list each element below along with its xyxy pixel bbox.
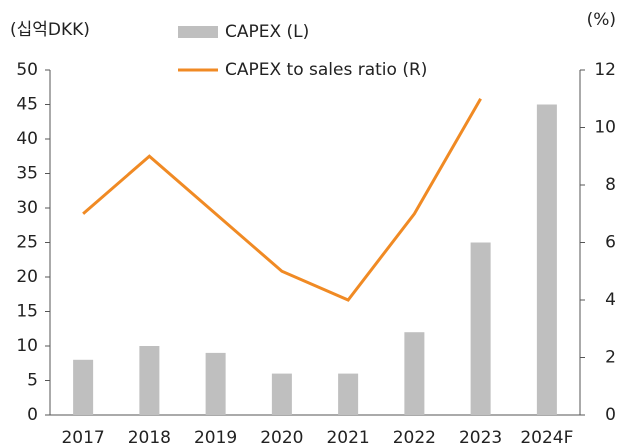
y-tick-label: 35 bbox=[16, 164, 38, 184]
y2-tick-label: 4 bbox=[605, 290, 616, 310]
y2-tick-label: 10 bbox=[594, 118, 616, 138]
y-tick-label: 30 bbox=[16, 198, 38, 218]
bar bbox=[338, 373, 359, 415]
y-tick-label: 10 bbox=[16, 336, 38, 356]
y2-axis-label: (%) bbox=[587, 10, 616, 30]
y2-tick-label: 12 bbox=[594, 60, 616, 80]
y-tick-label: 5 bbox=[27, 371, 38, 391]
legend-label: CAPEX (L) bbox=[225, 22, 309, 42]
x-tick-label: 2024F bbox=[520, 428, 573, 448]
bar bbox=[139, 346, 160, 415]
y-tick-label: 45 bbox=[16, 95, 38, 115]
x-tick-label: 2023 bbox=[459, 428, 502, 448]
line bbox=[82, 98, 482, 302]
x-tick-label: 2017 bbox=[61, 428, 104, 448]
bar bbox=[470, 242, 491, 415]
legend-label: CAPEX to sales ratio (R) bbox=[225, 60, 427, 80]
bar bbox=[73, 359, 94, 415]
y-tick-label: 15 bbox=[16, 302, 38, 322]
bar bbox=[205, 352, 226, 415]
legend-swatch bbox=[178, 26, 218, 38]
bar bbox=[536, 104, 557, 415]
y-axis-label: (십억DKK) bbox=[10, 20, 90, 40]
y2-tick-label: 6 bbox=[605, 233, 616, 253]
y-tick-label: 40 bbox=[16, 129, 38, 149]
x-tick-label: 2022 bbox=[393, 428, 436, 448]
y2-tick-label: 2 bbox=[605, 348, 616, 368]
x-tick-label: 2018 bbox=[128, 428, 171, 448]
bar bbox=[404, 332, 425, 415]
bar bbox=[271, 373, 292, 415]
x-tick-label: 2021 bbox=[326, 428, 369, 448]
y2-tick-label: 0 bbox=[605, 405, 616, 425]
y-tick-label: 25 bbox=[16, 233, 38, 253]
y2-tick-label: 8 bbox=[605, 175, 616, 195]
x-tick-label: 2020 bbox=[260, 428, 303, 448]
y-tick-label: 50 bbox=[16, 60, 38, 80]
x-tick-label: 2019 bbox=[194, 428, 237, 448]
y-tick-label: 0 bbox=[27, 405, 38, 425]
y-tick-label: 20 bbox=[16, 267, 38, 287]
